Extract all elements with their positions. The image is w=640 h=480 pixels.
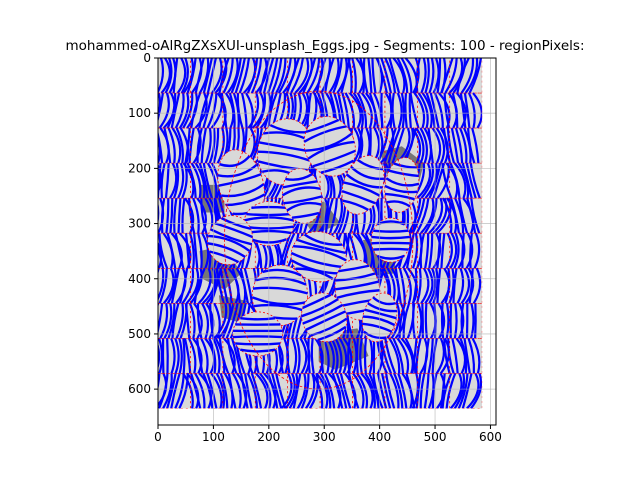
segment-cell: [380, 92, 418, 129]
egg-segment: [303, 116, 356, 177]
segment-cell: [183, 337, 224, 374]
segment-cell: [158, 232, 192, 269]
segment-cell: [277, 58, 321, 94]
segment-cell: [158, 92, 191, 129]
segment-cell: [182, 58, 224, 94]
axes-frame: [157, 57, 497, 426]
segment-cell: [158, 267, 191, 305]
egg-segment: [290, 231, 347, 283]
x-tick-label: 300: [313, 430, 336, 444]
egg-segment: [251, 264, 309, 327]
segment-cell: [344, 372, 386, 409]
segment-cell: [441, 162, 483, 199]
segment-cell: [158, 372, 191, 409]
segment-cell: [441, 197, 483, 234]
segment-cell: [312, 58, 353, 94]
segment-cell: [216, 92, 256, 129]
segment-cell: [444, 267, 483, 304]
chart-title: mohammed-oAlRgZXsXUI-unsplash_Eggs.jpg -…: [65, 38, 584, 54]
segment-cell: [412, 267, 451, 305]
segment-cell: [441, 372, 483, 409]
segment-cell: [283, 337, 321, 374]
segment-cell: [411, 232, 451, 269]
segment-cell: [158, 58, 191, 94]
segment-cell: [376, 372, 418, 409]
segment-cell: [443, 337, 483, 374]
segment-cell: [158, 337, 191, 374]
segment-cell: [411, 372, 451, 409]
y-tick-label: 300: [128, 217, 151, 231]
y-tick-label: 400: [128, 272, 151, 286]
egg-segment: [281, 168, 323, 224]
segment-cell: [445, 302, 483, 339]
y-tick-label: 600: [128, 382, 151, 396]
segment-cell: [184, 127, 224, 164]
segment-cell: [445, 232, 483, 269]
y-tick-label: 500: [128, 327, 151, 341]
segment-cell: [280, 372, 321, 409]
segment-cell: [182, 162, 224, 199]
segment-cell: [182, 372, 224, 409]
segment-cell: [214, 58, 257, 94]
segment-cell: [440, 58, 483, 94]
segment-cell: [344, 92, 386, 129]
x-axis: 0 100 200 300 400 500 600: [154, 425, 502, 444]
y-tick-label: 0: [143, 51, 151, 65]
x-tick-label: 0: [154, 430, 162, 444]
segment-cell: [215, 372, 256, 409]
segment-cell: [443, 92, 483, 129]
egg-segment: [207, 215, 253, 266]
segmented-image: [158, 58, 483, 409]
x-tick-label: 400: [368, 430, 391, 444]
x-tick-label: 600: [479, 430, 502, 444]
egg-segment: [341, 155, 385, 215]
y-tick-label: 200: [128, 161, 151, 175]
y-axis: 0 100 200 300 400 500 600: [128, 51, 158, 396]
x-tick-label: 500: [424, 430, 447, 444]
x-tick-label: 100: [202, 430, 225, 444]
segment-cell: [411, 127, 451, 164]
egg-segment: [370, 217, 411, 263]
segment-cell: [442, 127, 483, 164]
egg-segment: [384, 157, 420, 213]
segment-cell: [311, 372, 353, 409]
y-tick-label: 100: [128, 106, 151, 120]
segment-cell: [409, 92, 451, 129]
x-tick-label: 200: [257, 430, 280, 444]
bowl-boundary: [224, 90, 414, 390]
